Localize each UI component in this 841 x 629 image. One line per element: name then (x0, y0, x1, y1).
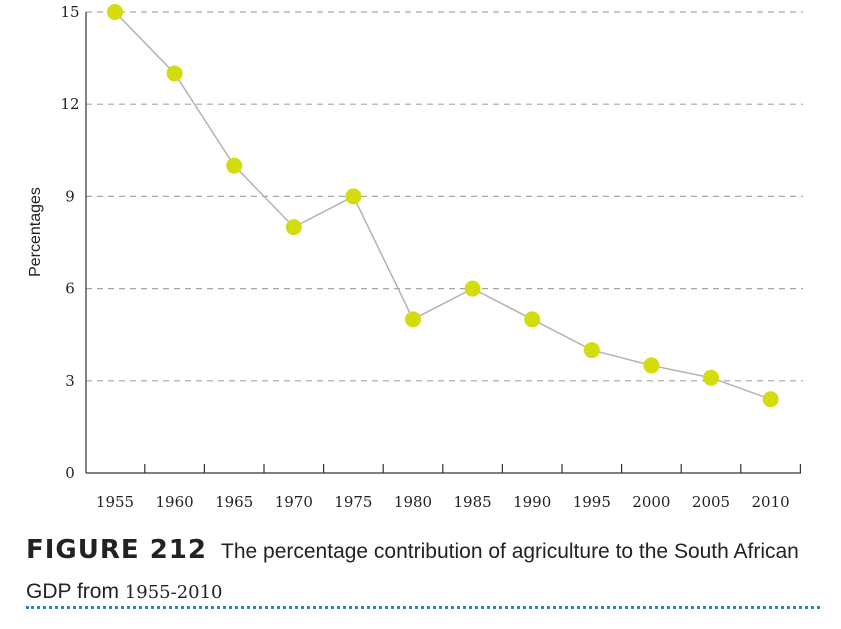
caption-divider (26, 606, 820, 609)
y-tick-labels: 0 3 6 9 12 15 (60, 3, 79, 482)
y-axis-label: Percentages (27, 187, 44, 277)
x-tick-label-1960: 1960 (156, 493, 194, 511)
x-tick-label-1995: 1995 (573, 493, 611, 511)
y-tick-label-6: 6 (65, 280, 75, 298)
line-chart: 0 3 6 9 12 15 1955 1960 1965 1970 1975 1980 1985 199… (27, 3, 803, 511)
y-tick-label-0: 0 (65, 464, 75, 482)
data-point-1965 (226, 157, 243, 174)
y-tick-label-3: 3 (65, 372, 75, 390)
data-point-1985 (464, 280, 481, 297)
x-tick-label-1975: 1975 (334, 493, 372, 511)
data-point-2010 (762, 391, 779, 408)
caption-text: The percentage contribution of agricultu… (26, 540, 799, 603)
grid-lines (86, 11, 803, 382)
data-point-1990 (524, 311, 541, 328)
x-tick-label-1970: 1970 (275, 493, 313, 511)
data-point-1955 (107, 4, 123, 20)
data-point-2005 (703, 369, 719, 386)
series-line (114, 11, 771, 400)
y-tick-label-15: 15 (60, 3, 79, 21)
data-point-1975 (345, 188, 362, 205)
y-tick-label-9: 9 (65, 187, 75, 205)
data-point-1995 (583, 342, 600, 359)
data-point-1980 (405, 311, 421, 328)
x-tick-label-1980: 1980 (394, 493, 432, 511)
y-tick-label-12: 12 (60, 95, 79, 113)
figure-number: FIGURE 212 (26, 535, 207, 565)
x-tick-label-1985: 1985 (454, 493, 492, 511)
x-tick-label-1990: 1990 (513, 493, 551, 511)
x-tick-label-2000: 2000 (632, 493, 670, 511)
axes (85, 12, 802, 474)
x-tick-label-1955: 1955 (96, 493, 134, 511)
data-point-1960 (166, 65, 183, 82)
data-point-1970 (285, 219, 302, 236)
x-tick-labels: 1955 1960 1965 1970 1975 1980 1985 1990 1995 2000… (96, 493, 790, 511)
caption-years: 1955-2010 (124, 582, 223, 603)
x-tick-label-1965: 1965 (215, 493, 253, 511)
figure-caption: FIGURE 212 The percentage contribution of… (26, 532, 826, 612)
data-points (107, 4, 779, 408)
x-tick-label-2010: 2010 (752, 493, 790, 511)
x-tick-label-2005: 2005 (692, 493, 730, 511)
data-point-2000 (643, 357, 660, 374)
